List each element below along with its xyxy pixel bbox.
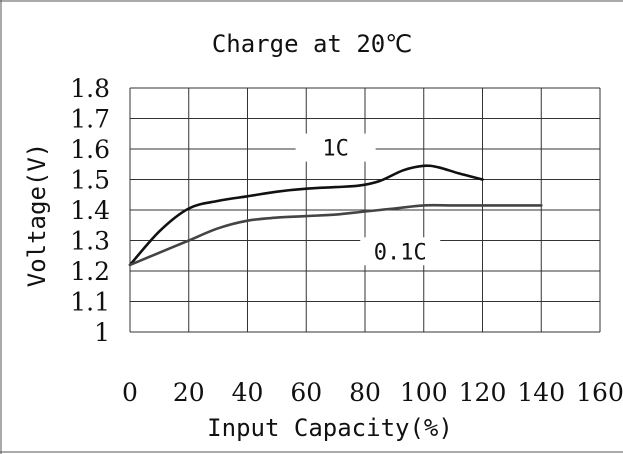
- x-tick-label: 100: [400, 378, 448, 407]
- y-tick-label: 1.5: [70, 166, 110, 195]
- x-axis-title: Input Capacity(%): [207, 414, 453, 442]
- x-tick-label: 40: [232, 378, 264, 407]
- y-tick-label: 1.8: [70, 74, 110, 103]
- y-tick-label: 1.6: [70, 135, 110, 164]
- series-label-mask: [360, 237, 441, 266]
- series-labels: 1C 0.1C: [295, 133, 441, 266]
- series-lines: [128, 164, 543, 267]
- x-tick-label: 0: [122, 378, 138, 407]
- y-tick-label: 1.7: [70, 105, 110, 134]
- y-tick-label: 1.3: [70, 227, 110, 256]
- x-tick-label: 20: [173, 378, 205, 407]
- series-label: 0.1C: [374, 240, 427, 265]
- chart-title: Charge at 20℃: [212, 30, 412, 58]
- y-tick-label: 1: [94, 318, 110, 347]
- series-label: 1C: [322, 137, 349, 162]
- x-tick-label: 160: [576, 378, 623, 407]
- x-tick-label: 80: [349, 378, 381, 407]
- y-tick-label: 1.4: [70, 196, 110, 225]
- y-tick-labels: 11.11.21.31.41.51.61.71.8: [70, 74, 110, 347]
- y-tick-label: 1.1: [70, 288, 110, 317]
- x-tick-label: 120: [459, 378, 507, 407]
- y-tick-label: 1.2: [70, 257, 110, 286]
- x-tick-label: 140: [517, 378, 565, 407]
- series-line-0: [128, 164, 484, 267]
- x-tick-labels: 0 20 40 60 80 100 120 140 160: [122, 378, 623, 407]
- series-line-1: [128, 203, 543, 267]
- x-tick-label: 60: [290, 378, 322, 407]
- plot-grid: [129, 87, 601, 333]
- y-axis-title: Voltage(V): [23, 143, 51, 288]
- series-label-mask: [295, 133, 376, 162]
